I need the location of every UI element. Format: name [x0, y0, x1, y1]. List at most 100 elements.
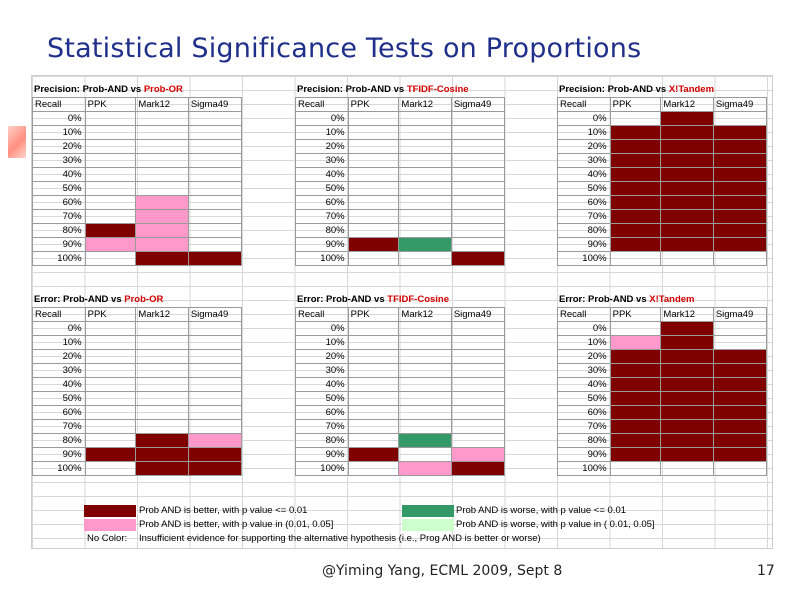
table-row: 0%: [557, 111, 768, 126]
result-cell: [450, 153, 506, 168]
result-cell: [84, 209, 137, 224]
recall-level: 10%: [32, 125, 86, 140]
recall-level: 30%: [295, 153, 349, 168]
result-cell: [660, 377, 714, 392]
significance-table: Recall PPK Mark12 Sigma49 0% 10% 20% 30% 40% 50% 6…: [557, 307, 768, 476]
result-cell: [450, 251, 506, 266]
table-header-row: Recall PPK Mark12 Sigma49: [295, 97, 506, 112]
table-row: 100%: [295, 251, 506, 266]
recall-level: 40%: [295, 377, 349, 392]
result-cell: [712, 447, 768, 462]
result-cell: [187, 405, 243, 420]
legend-swatch-lightgreen: [402, 519, 454, 531]
panel-title-prefix: Precision: Prob-AND vs: [559, 84, 669, 95]
table-header-row: Recall PPK Mark12 Sigma49: [32, 307, 243, 322]
recall-level: 80%: [32, 433, 86, 448]
column-header: PPK: [609, 97, 662, 112]
result-cell: [135, 391, 189, 406]
result-cell: [450, 223, 506, 238]
recall-level: 90%: [557, 447, 611, 462]
column-header: Sigma49: [712, 97, 768, 112]
result-cell: [84, 377, 137, 392]
result-cell: [609, 195, 662, 210]
result-cell: [712, 153, 768, 168]
result-cell: [450, 209, 506, 224]
table-row: 20%: [32, 139, 243, 154]
result-cell: [660, 111, 714, 126]
recall-level: 60%: [557, 405, 611, 420]
result-cell: [450, 405, 506, 420]
recall-level: 60%: [32, 405, 86, 420]
column-header: Recall: [32, 307, 86, 322]
result-cell: [609, 209, 662, 224]
recall-level: 70%: [295, 419, 349, 434]
result-cell: [660, 363, 714, 378]
result-cell: [187, 223, 243, 238]
result-cell: [135, 195, 189, 210]
panel-title: Error: Prob-AND vs Prob-OR: [34, 293, 163, 307]
result-cell: [135, 433, 189, 448]
column-header: Sigma49: [450, 97, 506, 112]
result-cell: [398, 321, 452, 336]
result-cell: [187, 251, 243, 266]
legend-text-better-005: Prob AND is better, with p value in (0.0…: [139, 519, 334, 530]
table-row: 10%: [557, 125, 768, 140]
result-cell: [609, 139, 662, 154]
significance-table: Recall PPK Mark12 Sigma49 0% 10% 20% 30% 40% 50% 6…: [32, 307, 243, 476]
result-cell: [135, 209, 189, 224]
table-row: 80%: [557, 433, 768, 448]
column-header: Mark12: [135, 97, 189, 112]
result-cell: [609, 349, 662, 364]
panel-title-method: TFIDF-Cosine: [387, 294, 450, 305]
result-cell: [450, 419, 506, 434]
result-cell: [609, 125, 662, 140]
column-header: Mark12: [135, 307, 189, 322]
table-row: 40%: [32, 167, 243, 182]
result-cell: [135, 335, 189, 350]
result-cell: [187, 447, 243, 462]
recall-level: 90%: [295, 447, 349, 462]
recall-level: 100%: [295, 251, 349, 266]
result-cell: [398, 139, 452, 154]
table-row: 30%: [32, 153, 243, 168]
table-row: 70%: [557, 419, 768, 434]
recall-level: 40%: [32, 167, 86, 182]
recall-level: 50%: [295, 391, 349, 406]
result-cell: [712, 405, 768, 420]
table-row: 50%: [295, 181, 506, 196]
result-cell: [347, 181, 400, 196]
result-cell: [187, 391, 243, 406]
result-cell: [609, 251, 662, 266]
recall-level: 80%: [32, 223, 86, 238]
recall-level: 40%: [32, 377, 86, 392]
recall-level: 30%: [557, 363, 611, 378]
result-cell: [187, 349, 243, 364]
column-header: PPK: [347, 307, 400, 322]
result-cell: [609, 181, 662, 196]
recall-level: 50%: [557, 181, 611, 196]
table-row: 60%: [295, 195, 506, 210]
recall-level: 20%: [557, 139, 611, 154]
result-cell: [84, 195, 137, 210]
table-row: 50%: [295, 391, 506, 406]
result-cell: [660, 391, 714, 406]
result-cell: [398, 125, 452, 140]
table-row: 20%: [295, 139, 506, 154]
table-row: 80%: [32, 433, 243, 448]
recall-level: 100%: [295, 461, 349, 476]
recall-level: 60%: [295, 195, 349, 210]
recall-level: 30%: [32, 153, 86, 168]
panel-title: Precision: Prob-AND vs X!Tandem: [559, 83, 714, 97]
table-row: 40%: [32, 377, 243, 392]
result-cell: [712, 209, 768, 224]
table-row: 50%: [32, 391, 243, 406]
table-row: 0%: [557, 321, 768, 336]
result-cell: [450, 181, 506, 196]
result-cell: [712, 139, 768, 154]
result-cell: [398, 237, 452, 252]
table-row: 60%: [557, 405, 768, 420]
table-row: 10%: [32, 125, 243, 140]
recall-level: 30%: [32, 363, 86, 378]
result-cell: [609, 363, 662, 378]
result-cell: [347, 209, 400, 224]
